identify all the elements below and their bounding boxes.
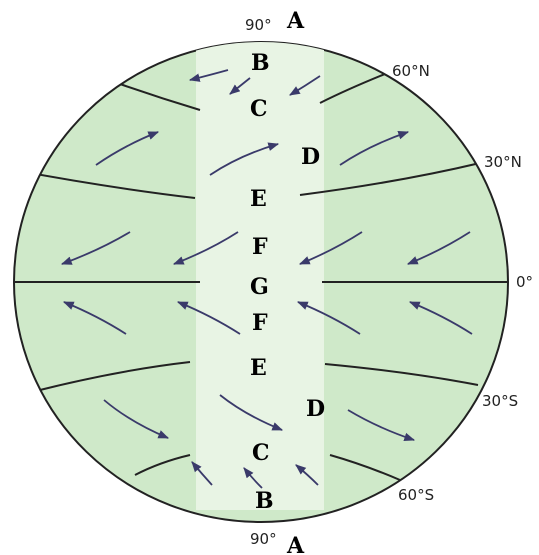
center-label-band — [196, 42, 324, 510]
wind-arrow — [172, 231, 239, 265]
zone-label-s-e: E — [250, 355, 267, 381]
wind-arrow — [188, 69, 229, 82]
zone-label-n-f: F — [252, 234, 268, 260]
wind-arrow — [177, 301, 241, 335]
zone-label-n-b: B — [251, 50, 270, 76]
wind-arrow — [297, 301, 361, 335]
n60-line-left — [119, 83, 201, 111]
s30-line-right — [324, 363, 479, 386]
n60-line-right — [319, 71, 391, 104]
lat-label-60n: 60°N — [392, 62, 430, 80]
lat-label-60s: 60°S — [398, 486, 434, 504]
wind-arrow — [191, 461, 213, 486]
s60-line-right — [329, 454, 401, 481]
zone-label-n-e: E — [250, 186, 267, 212]
zone-label-n-d: D — [301, 144, 320, 170]
wind-arrow — [407, 231, 471, 265]
lat-label-equator: 0° — [516, 273, 533, 291]
wind-arrow — [103, 399, 169, 439]
zone-label-equator: G — [250, 274, 269, 300]
wind-arrow — [219, 394, 284, 431]
n30-line-right — [299, 162, 481, 196]
lat-label-30n: 30°N — [484, 153, 522, 171]
zone-label-south-pole: A — [286, 533, 305, 555]
lat-label-south-pole: 90° — [250, 530, 277, 548]
wind-arrow — [295, 464, 319, 486]
wind-arrow — [299, 231, 363, 265]
wind-arrow — [229, 77, 251, 95]
s30-line-left — [39, 361, 191, 391]
zone-label-s-b: B — [255, 488, 274, 514]
wind-arrow — [289, 75, 321, 96]
s60-line-left — [134, 454, 191, 476]
wind-arrow — [95, 131, 160, 166]
lat-label-north-pole: 90° — [245, 16, 272, 34]
zone-label-s-f: F — [252, 310, 268, 336]
wind-arrow — [209, 142, 280, 176]
wind-arrow — [409, 301, 473, 335]
zone-label-north-pole: A — [286, 8, 305, 34]
zone-label-s-d: D — [306, 396, 325, 422]
wind-arrow — [243, 467, 263, 489]
zone-label-n-c: C — [250, 96, 268, 122]
wind-arrow — [347, 409, 416, 442]
wind-arrow — [339, 131, 410, 166]
wind-arrow — [63, 301, 127, 335]
wind-arrow — [60, 231, 131, 265]
zone-label-s-c: C — [252, 440, 270, 466]
lat-label-30s: 30°S — [482, 392, 518, 410]
